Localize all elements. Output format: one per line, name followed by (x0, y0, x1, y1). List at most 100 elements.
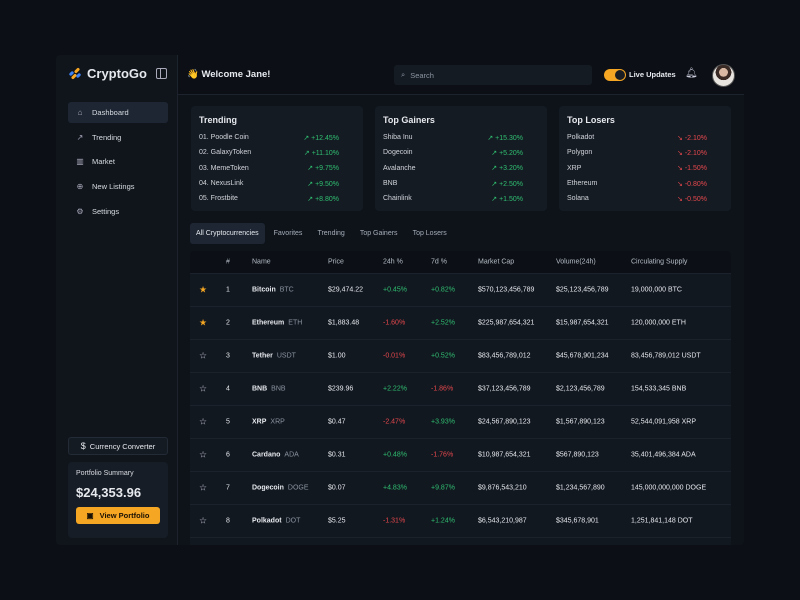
coin-name: Polkadot (252, 517, 282, 525)
column-header[interactable]: Volume(24h) (556, 258, 596, 266)
cell-name: Cardano ADA (252, 452, 299, 459)
live-updates-toggle[interactable] (604, 69, 626, 81)
cell-d7: +9.87% (431, 484, 455, 492)
table-row[interactable]: ☆ 3 Tether USDT $1.00 -0.01% +0.52% $83,456,789… (190, 340, 731, 373)
avatar[interactable] (712, 64, 735, 87)
list-item[interactable]: 05. Frostbite ↗ +8.80% (199, 191, 355, 206)
cell-rank: 2 (226, 319, 230, 327)
change-text: +8.80% (315, 195, 339, 203)
coin-name: 02. GalaxyToken (199, 149, 252, 157)
cell-vol: $25,123,456,789 (556, 286, 609, 294)
trend-up-icon: ↗ (303, 134, 312, 142)
collapse-sidebar-icon[interactable] (156, 68, 167, 79)
cell-name: Dogecoin DOGE (252, 485, 309, 492)
logo-icon (69, 67, 81, 79)
sidebar-item-market[interactable]: ▥ Market (68, 151, 168, 172)
star-outline-icon[interactable]: ☆ (199, 350, 208, 361)
list-item[interactable]: 01. Poodle Coin ↗ +12.45% (199, 130, 355, 145)
coin-name: Solana (567, 195, 589, 203)
app-window: CryptoGo ⌂ Dashboard ↗ Trending ▥ Market ⊕ New … (56, 55, 744, 545)
coin-symbol: USDT (276, 352, 296, 360)
table-row[interactable]: ☆ 4 BNB BNB $239.96 +2.22% -1.86% $37,123,456,7… (190, 373, 731, 406)
sidebar-item-new-listings[interactable]: ⊕ New Listings (68, 176, 168, 197)
column-header[interactable]: Market Cap (478, 258, 515, 266)
trend-up-icon: ↗ (491, 165, 500, 173)
tab-top-gainers[interactable]: Top Gainers (359, 230, 398, 237)
change-value: ↘ -1.50% (677, 164, 707, 172)
trend-up-icon: ↗ (307, 165, 316, 173)
currency-converter-button[interactable]: $ Currency Converter (68, 437, 168, 455)
list-item[interactable]: Solana ↘ -0.50% (567, 191, 723, 206)
list-item[interactable]: Dogecoin ↗ +5.20% (383, 145, 539, 160)
cell-name: Bitcoin BTC (252, 287, 294, 294)
search-input[interactable]: ⌕ Search (394, 65, 592, 85)
list-item[interactable]: Chainlink ↗ +1.50% (383, 191, 539, 206)
coin-name: Tether (252, 352, 273, 360)
table-row[interactable]: ★ 1 Bitcoin BTC $29,474.22 +0.45% +0.82% $570,1… (190, 274, 731, 307)
star-outline-icon[interactable]: ☆ (199, 449, 208, 460)
tab-top-losers[interactable]: Top Losers (412, 230, 447, 237)
list-item[interactable]: Avalanche ↗ +3.20% (383, 161, 539, 176)
coin-symbol: DOT (285, 517, 301, 525)
star-outline-icon[interactable]: ☆ (199, 482, 208, 493)
list-item[interactable]: Shiba Inu ↗ +15.30% (383, 130, 539, 145)
column-header[interactable]: Name (252, 258, 271, 266)
trend-up-icon: ↗ (307, 180, 316, 188)
cell-vol: $2,123,456,789 (556, 385, 605, 393)
coin-name: 04. NexusLink (199, 180, 244, 188)
star-outline-icon[interactable]: ☆ (199, 383, 208, 394)
coin-name: BNB (383, 180, 398, 188)
star-outline-icon[interactable]: ☆ (199, 416, 208, 427)
table-row[interactable]: ☆ 7 Dogecoin DOGE $0.07 +4.83% +9.87% $9,876,54… (190, 472, 731, 505)
column-header[interactable]: Circulating Supply (631, 258, 688, 266)
column-header[interactable]: 7d % (431, 258, 447, 266)
card-title: Trending (199, 115, 237, 125)
list-item[interactable]: Ethereum ↘ -0.80% (567, 176, 723, 191)
cell-price: $1,883.48 (328, 319, 360, 327)
table-row[interactable]: ★ 2 Ethereum ETH $1,883.48 -1.60% +2.52% $225,9… (190, 307, 731, 340)
list-item[interactable]: Polkadot ↘ -2.10% (567, 130, 723, 145)
sidebar-item-trending[interactable]: ↗ Trending (68, 127, 168, 148)
table-row[interactable]: ☆ 8 Polkadot DOT $5.25 -1.31% +1.24% $6,543,210… (190, 505, 731, 538)
list-item[interactable]: Polygon ↘ -2.10% (567, 145, 723, 160)
column-header[interactable]: Price (328, 258, 344, 266)
list-item[interactable]: 04. NexusLink ↗ +9.50% (199, 176, 355, 191)
change-value: ↘ -0.80% (677, 180, 707, 188)
coin-name: Bitcoin (252, 286, 276, 294)
tab-trending[interactable]: Trending (317, 230, 345, 237)
view-portfolio-button[interactable]: ▣ View Portfolio (76, 507, 160, 524)
trend-down-icon: ↘ (677, 134, 685, 142)
cell-h24: -1.60% (383, 319, 406, 327)
star-outline-icon[interactable]: ☆ (199, 515, 208, 526)
cell-price: $5.25 (328, 517, 346, 525)
logo[interactable]: CryptoGo (68, 66, 147, 81)
tab-all-cryptocurrencies[interactable]: All Cryptocurrencies (190, 223, 265, 244)
coin-name: Cardano (252, 451, 281, 459)
table-row[interactable]: ☆ 6 Cardano ADA $0.31 +0.48% -1.76% $10,987,654… (190, 439, 731, 472)
list-item[interactable]: 02. GalaxyToken ↗ +11.10% (199, 145, 355, 160)
cell-name: BNB BNB (252, 386, 286, 393)
coin-name: XRP (252, 418, 267, 426)
list-item[interactable]: BNB ↗ +2.50% (383, 176, 539, 191)
change-text: -1.50% (684, 165, 707, 173)
list-item[interactable]: 03. MemeToken ↗ +9.75% (199, 161, 355, 176)
coin-symbol: XRP (270, 418, 285, 426)
change-text: +3.20% (499, 165, 523, 173)
trend-up-icon: ↗ (491, 149, 500, 157)
gear-icon: ⚙ (76, 206, 84, 216)
star-filled-icon[interactable]: ★ (199, 284, 208, 295)
sidebar-item-dashboard[interactable]: ⌂ Dashboard (68, 102, 168, 123)
change-value: ↗ +8.80% (307, 195, 339, 203)
column-header[interactable]: 24h % (383, 258, 403, 266)
list-item[interactable]: XRP ↘ -1.50% (567, 161, 723, 176)
sidebar-item-settings[interactable]: ⚙ Settings (68, 201, 168, 222)
change-value: ↘ -0.50% (677, 195, 707, 203)
cell-d7: +2.52% (431, 319, 455, 327)
column-header[interactable]: # (226, 258, 230, 266)
bell-icon[interactable]: 🔔︎ (685, 68, 698, 79)
cell-rank: 8 (226, 517, 230, 525)
tab-favorites[interactable]: Favorites (273, 230, 303, 237)
cell-supply: 52,544,091,958 XRP (631, 418, 696, 426)
star-filled-icon[interactable]: ★ (199, 317, 208, 328)
table-row[interactable]: ☆ 5 XRP XRP $0.47 -2.47% +3.93% $24,567,890,123… (190, 406, 731, 439)
